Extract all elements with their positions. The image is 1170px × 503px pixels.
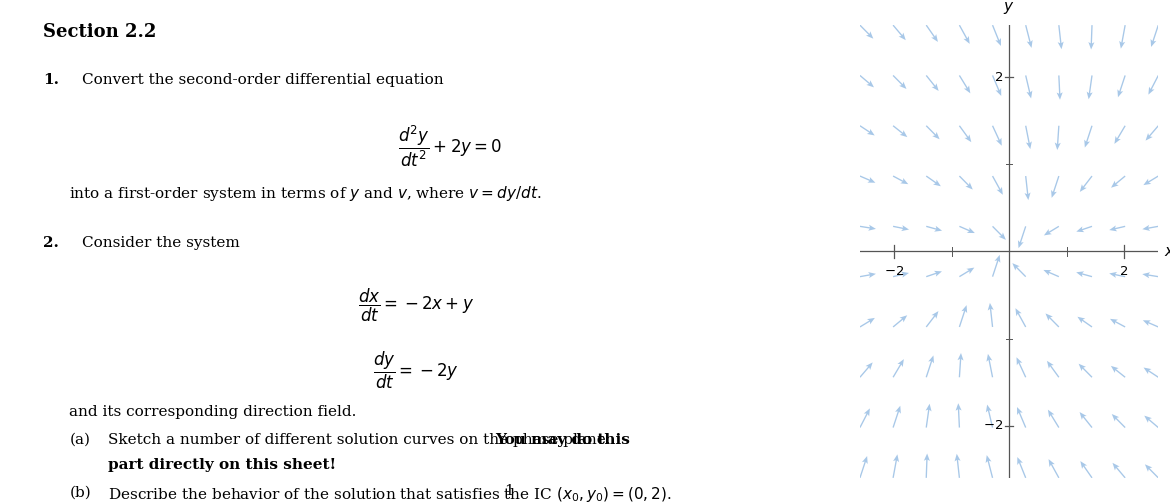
Text: Sketch a number of different solution curves on the phase plane.: Sketch a number of different solution cu… <box>108 433 615 447</box>
Text: Consider the system: Consider the system <box>82 236 240 250</box>
Text: Describe the behavior of the solution that satisfies the IC $(x_0, y_0) = (0, 2): Describe the behavior of the solution th… <box>108 485 672 503</box>
Text: (a): (a) <box>69 433 90 447</box>
Text: You may do this: You may do this <box>495 433 631 447</box>
Text: 2.: 2. <box>43 236 60 250</box>
Text: Convert the second-order differential equation: Convert the second-order differential eq… <box>82 73 443 87</box>
Text: $y$: $y$ <box>1004 1 1014 17</box>
Text: 1: 1 <box>504 484 514 498</box>
Text: and its corresponding direction field.: and its corresponding direction field. <box>69 405 357 419</box>
Text: 1.: 1. <box>43 73 60 87</box>
Text: (b): (b) <box>69 485 91 499</box>
Text: $\dfrac{dy}{dt} = -2y$: $\dfrac{dy}{dt} = -2y$ <box>372 350 459 391</box>
Text: $x$: $x$ <box>1164 244 1170 259</box>
Text: into a first-order system in terms of $y$ and $v$, where $v = dy/dt$.: into a first-order system in terms of $y… <box>69 184 542 203</box>
Text: $2$: $2$ <box>994 71 1004 84</box>
Text: $-2$: $-2$ <box>885 265 904 278</box>
Text: part directly on this sheet!: part directly on this sheet! <box>108 458 336 472</box>
Text: $-2$: $-2$ <box>983 419 1004 432</box>
Text: $2$: $2$ <box>1120 265 1128 278</box>
Text: $\dfrac{d^2y}{dt^2} + 2y = 0$: $\dfrac{d^2y}{dt^2} + 2y = 0$ <box>398 123 502 169</box>
Text: Section 2.2: Section 2.2 <box>43 23 157 41</box>
Text: $\dfrac{dx}{dt} = -2x + y$: $\dfrac{dx}{dt} = -2x + y$ <box>358 287 474 324</box>
